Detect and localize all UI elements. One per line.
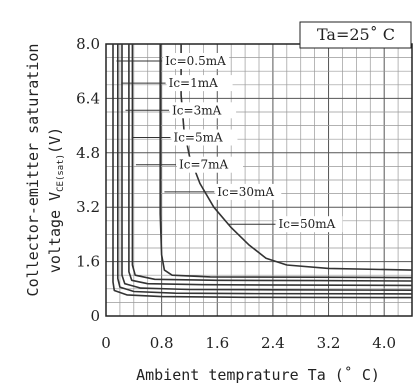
y-tick-label: 6.4	[76, 89, 100, 107]
y-axis-title: Collector-emitter saturation voltage VCE…	[24, 44, 66, 297]
y-tick-label: 1.6	[76, 253, 100, 271]
x-tick-label: 1.6	[205, 334, 229, 352]
series-line	[180, 44, 413, 271]
series-line	[128, 44, 413, 287]
series-line	[159, 44, 413, 279]
y-axis-title-prefix: voltage V	[46, 192, 64, 273]
y-tick-label: 4.8	[76, 144, 100, 162]
annotation-text: Ta=25˚ C	[317, 25, 395, 44]
grid	[106, 44, 412, 316]
series-line	[117, 44, 413, 295]
series-label-background	[276, 216, 343, 233]
series-line	[112, 44, 413, 299]
x-tick-label: 4.0	[372, 334, 396, 352]
tick-labels: 0 1.6 3.2 4.8 6.4 8.0 0 0.8 1.6 2.4 3.2 4.0	[76, 35, 396, 352]
series-label-background	[163, 53, 230, 69]
series-labels: Ic=0.5mA Ic=1mA Ic=3mA Ic=5mA Ic=7mA Ic=30mA I…	[116, 53, 343, 233]
series-label-background	[166, 75, 233, 92]
series-layer	[112, 44, 413, 299]
series-label-background	[177, 156, 244, 173]
series-label: Ic=5mA	[173, 131, 223, 145]
y-tick-label: 3.2	[76, 198, 100, 216]
x-tick-label: 0.8	[150, 334, 174, 352]
series-label: Ic=3mA	[172, 103, 222, 117]
series-line	[131, 44, 413, 282]
series-label: Ic=30mA	[217, 185, 274, 199]
series-label: Ic=1mA	[169, 76, 219, 90]
series-label-background	[215, 183, 282, 200]
y-axis-title-line2: voltage VCE(sat)(V)	[46, 127, 66, 273]
y-axis-title-line1: Collector-emitter saturation	[24, 44, 42, 297]
series-line	[121, 44, 413, 291]
series-label: Ic=7mA	[179, 158, 229, 172]
x-axis-title: Ambient temprature Ta (˚ C)	[136, 366, 380, 384]
annotation-box: Ta=25˚ C	[299, 21, 412, 49]
series-label: Ic=0.5mA	[165, 54, 226, 68]
series-label-background	[170, 102, 237, 119]
x-tick-label: 0	[101, 334, 111, 352]
x-tick-label: 3.2	[317, 334, 341, 352]
series-label-background	[171, 129, 238, 146]
y-tick-label: 0	[90, 307, 100, 325]
x-tick-label: 2.4	[261, 334, 285, 352]
series-label: Ic=50mA	[278, 217, 335, 231]
plot-frame	[105, 43, 413, 317]
y-axis-title-sub: CE(sat)	[56, 154, 66, 192]
y-tick-label: 8.0	[76, 35, 100, 53]
y-axis-title-suffix: (V)	[46, 127, 64, 154]
annotation-frame	[299, 21, 412, 49]
